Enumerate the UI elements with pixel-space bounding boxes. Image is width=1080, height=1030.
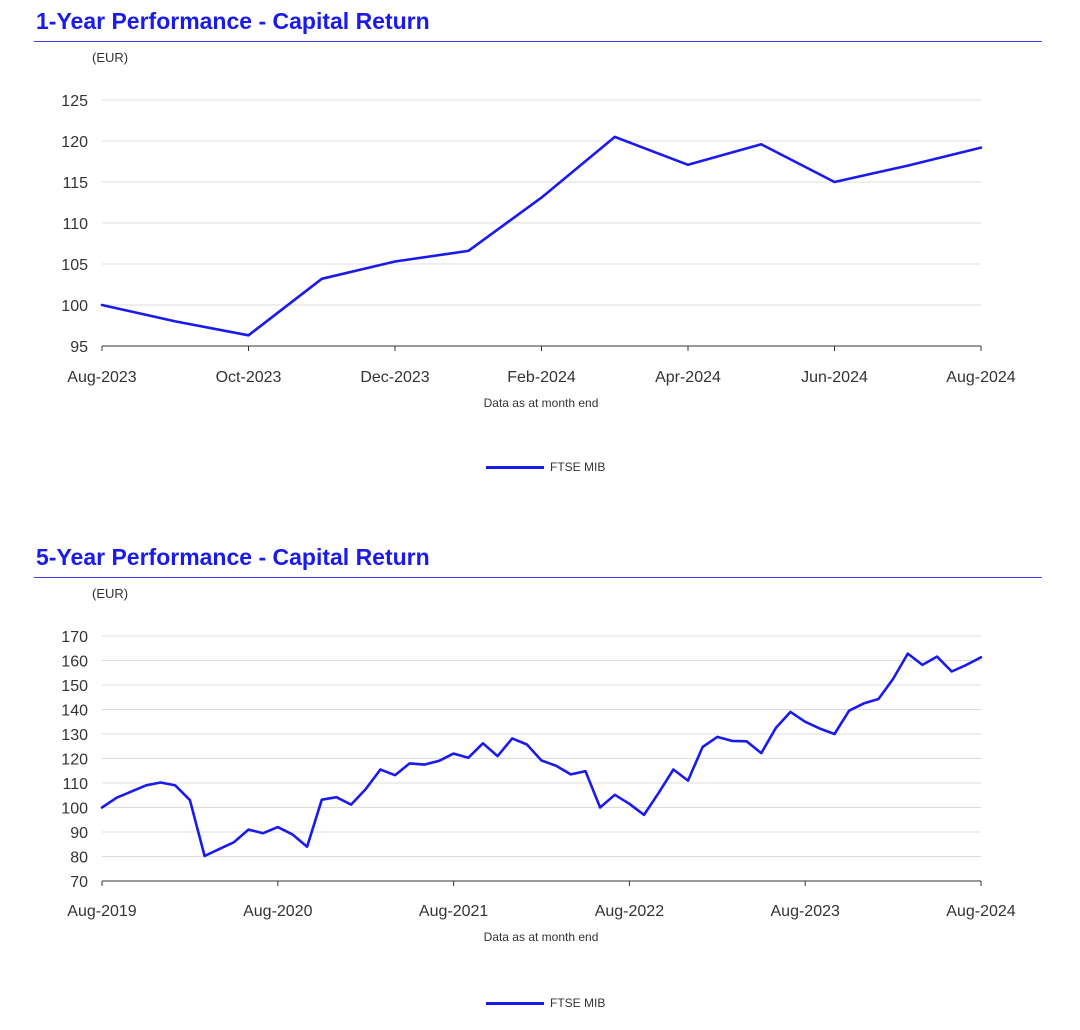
x-tick-label: Feb-2024 [507,369,576,386]
x-axis-label: Data as at month end [483,930,599,944]
x-tick-label: Aug-2024 [946,903,1015,920]
x-tick-label: Aug-2019 [67,903,136,920]
legend: FTSE MIB [486,996,605,1010]
line-chart-5yr: 70 80 90 100 110 120 130 140 150 160 170 Aug-2019 Au… [61,629,1016,920]
x-tick-label: Aug-2023 [771,903,840,920]
x-tick-label: Dec-2023 [360,369,429,386]
x-axis-label: Data as at month end [483,396,599,410]
y-tick-label: 80 [70,850,88,867]
y-tick-label: 115 [62,175,88,192]
legend-swatch [486,465,544,469]
line-chart-1yr: 95 100 105 110 115 120 125 Aug-2023 Oct-2023 Dec-… [61,93,1016,386]
y-tick-label: 160 [61,654,88,671]
y-tick-label: 125 [61,93,88,110]
x-tick-label: Aug-2021 [419,903,488,920]
title-divider [34,577,1042,578]
legend-label: FTSE MIB [550,460,606,474]
y-tick-label: 130 [61,727,88,744]
legend-swatch [486,1001,544,1005]
x-tick-label: Aug-2023 [67,369,136,386]
series-line-ftse-mib [100,652,983,858]
y-tick-label: 105 [61,257,88,274]
y-tick-label: 150 [61,678,88,695]
y-axis-unit: (EUR) [92,586,129,601]
y-tick-label: 90 [70,825,88,842]
series-line-ftse-mib [100,135,983,337]
x-tick-label: Apr-2024 [655,369,721,386]
chart-title: 1-Year Performance - Capital Return [36,8,430,34]
y-tick-label: 120 [61,752,88,769]
y-tick-label: 120 [61,134,88,151]
title-divider [34,41,1042,42]
x-tick-label: Oct-2023 [216,369,282,386]
chart-panel-5yr: 5-Year Performance - Capital Return (EUR… [0,544,1080,1030]
y-tick-label: 95 [70,339,88,356]
x-tick-label: Jun-2024 [801,369,868,386]
y-tick-label: 100 [61,801,88,818]
y-tick-label: 70 [70,874,88,891]
legend-label: FTSE MIB [550,996,606,1010]
legend: FTSE MIB [486,460,605,474]
x-tick-label: Aug-2022 [595,903,664,920]
y-tick-label: 100 [61,298,88,315]
x-tick-label: Aug-2024 [946,369,1015,386]
y-tick-label: 110 [62,776,88,793]
y-tick-label: 140 [61,703,88,720]
y-tick-label: 110 [62,216,88,233]
chart-title: 5-Year Performance - Capital Return [36,544,430,570]
y-tick-label: 170 [61,629,88,646]
x-tick-label: Aug-2020 [243,903,312,920]
chart-panel-1yr: 1-Year Performance - Capital Return (EUR… [0,8,1080,508]
y-axis-unit: (EUR) [92,50,129,65]
